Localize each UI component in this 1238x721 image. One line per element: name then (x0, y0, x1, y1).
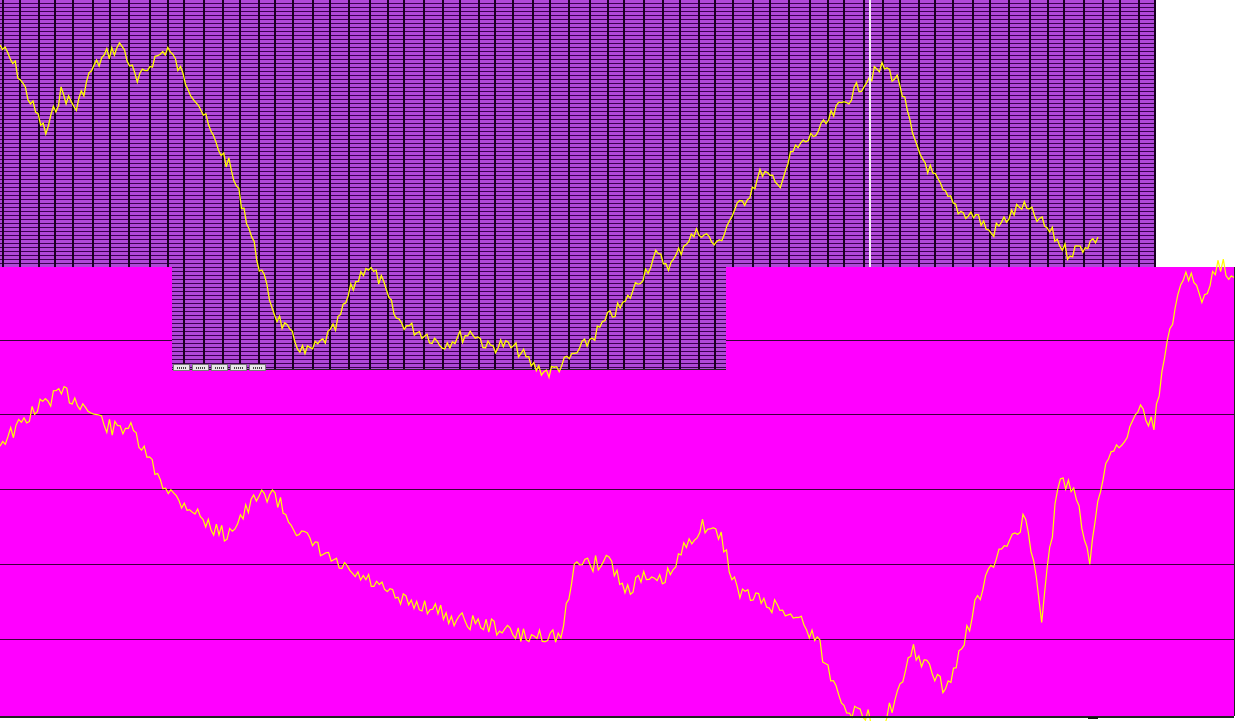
bottom-price-line (0, 258, 1235, 721)
column-divider (809, 0, 811, 370)
column-divider (607, 0, 609, 370)
column-divider (934, 0, 936, 370)
column-divider (92, 0, 94, 370)
column-divider (1138, 0, 1140, 370)
back-panel-lower-section (172, 267, 726, 370)
gridline (0, 414, 1234, 415)
column-divider (442, 0, 444, 370)
column-divider (128, 0, 130, 370)
column-divider (369, 0, 371, 370)
column-divider (1063, 0, 1065, 370)
front-chart-bottom-border (0, 716, 1234, 718)
column-divider (788, 0, 790, 370)
column-divider (239, 0, 241, 370)
cursor-mark (1088, 717, 1098, 719)
column-divider (54, 0, 56, 370)
column-divider (989, 0, 991, 370)
column-divider (2, 0, 4, 370)
column-divider (863, 0, 865, 370)
column-divider (714, 0, 716, 370)
top-price-line (0, 41, 1099, 380)
column-divider (623, 0, 625, 370)
column-divider (423, 0, 425, 370)
column-divider (459, 0, 461, 370)
column-divider (769, 0, 771, 370)
column-divider (882, 0, 884, 370)
column-divider (494, 0, 496, 370)
column-divider (698, 0, 700, 370)
column-divider (952, 0, 954, 370)
column-divider (827, 0, 829, 370)
column-divider (258, 0, 260, 370)
column-divider (1119, 0, 1121, 370)
column-separator-line (869, 0, 871, 267)
column-divider (167, 0, 169, 370)
column-divider (1008, 0, 1010, 370)
tab-grip-icon (215, 367, 224, 369)
back-panel-tab-2[interactable] (192, 364, 209, 371)
column-divider (149, 0, 151, 370)
front-chart-right-border (1234, 267, 1235, 716)
back-panel-tab-3[interactable] (211, 364, 228, 371)
column-divider (1154, 0, 1156, 370)
column-divider (109, 0, 111, 370)
column-divider (643, 0, 645, 370)
gridline (0, 564, 1234, 565)
gridline (0, 639, 1234, 640)
column-divider (732, 0, 734, 370)
column-divider (972, 0, 974, 370)
column-divider (568, 0, 570, 370)
column-divider (549, 0, 551, 370)
column-divider (1102, 0, 1104, 370)
column-divider (899, 0, 901, 370)
column-divider (752, 0, 754, 370)
column-divider (348, 0, 350, 370)
column-divider (222, 0, 224, 370)
gridline (0, 489, 1234, 490)
column-divider (38, 0, 40, 370)
back-panel-tab-4[interactable] (230, 364, 247, 371)
column-divider (72, 0, 74, 370)
column-divider (1047, 0, 1049, 370)
column-divider (274, 0, 276, 370)
column-divider (403, 0, 405, 370)
column-divider (532, 0, 534, 370)
back-panel-tab-5[interactable] (249, 364, 266, 371)
column-divider (292, 0, 294, 370)
column-divider (203, 0, 205, 370)
column-divider (19, 0, 21, 370)
back-chart-panel[interactable] (0, 0, 1156, 370)
tab-grip-icon (234, 367, 243, 369)
column-divider (843, 0, 845, 370)
back-panel-tab-1[interactable] (173, 364, 190, 371)
tab-grip-icon (253, 367, 262, 369)
column-divider (1029, 0, 1031, 370)
column-divider (679, 0, 681, 370)
column-divider (329, 0, 331, 370)
column-divider (918, 0, 920, 370)
column-divider (1083, 0, 1085, 370)
column-divider (312, 0, 314, 370)
column-divider (387, 0, 389, 370)
column-divider (662, 0, 664, 370)
column-divider (589, 0, 591, 370)
column-divider (478, 0, 480, 370)
tab-grip-icon (177, 367, 186, 369)
column-divider (183, 0, 185, 370)
column-divider (512, 0, 514, 370)
tab-grip-icon (196, 367, 205, 369)
